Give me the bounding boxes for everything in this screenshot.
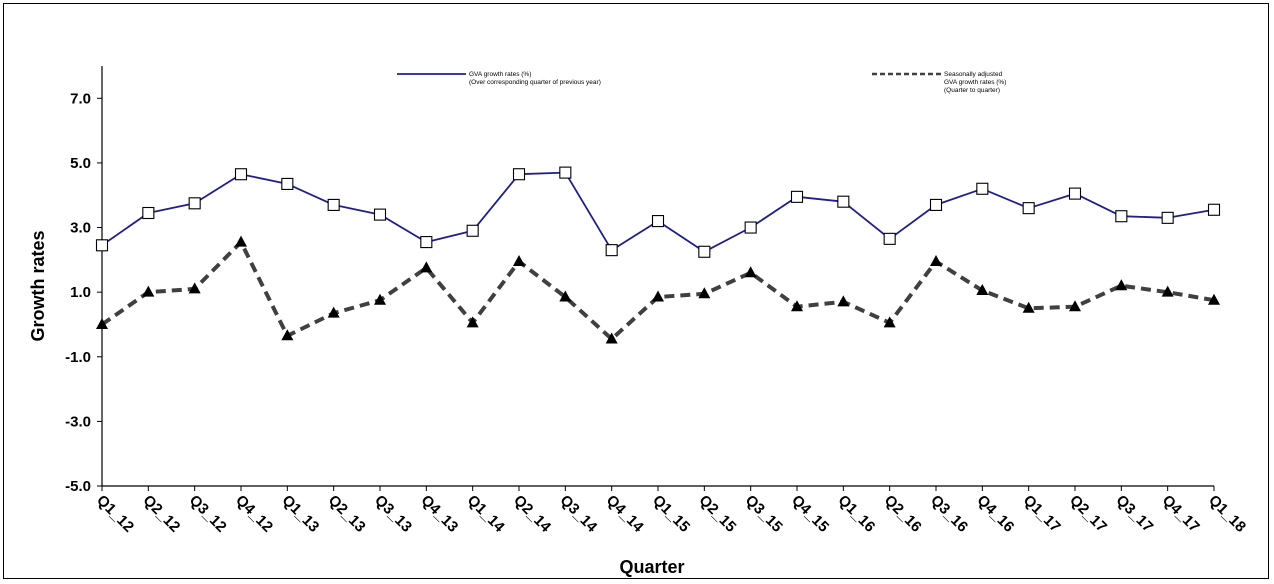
x-tick-label: Q3_15 bbox=[742, 492, 786, 536]
data-point-square bbox=[1161, 211, 1174, 224]
data-point-square bbox=[327, 198, 340, 211]
line-chart: -5.0 -3.0 -1.0 1.0 3.0 5.0 7.0 Q1_12 Q2_12 Q3_12… bbox=[28, 66, 1249, 577]
data-point-square bbox=[1068, 187, 1082, 200]
y-axis-title: Growth rates bbox=[28, 230, 48, 341]
data-point-triangle bbox=[791, 300, 803, 312]
x-tick-label: Q2_15 bbox=[696, 492, 740, 536]
data-point-triangle bbox=[1069, 300, 1081, 312]
x-tick-label: Q3_12 bbox=[186, 492, 230, 536]
x-tick-label: Q4_14 bbox=[603, 492, 647, 536]
data-point-square bbox=[976, 182, 989, 195]
data-point-triangle bbox=[1208, 293, 1220, 305]
data-point-square bbox=[512, 168, 526, 181]
data-point-triangle bbox=[698, 287, 711, 299]
data-point-square bbox=[790, 190, 804, 203]
series-lines bbox=[100, 171, 1215, 341]
y-tick-label: 3.0 bbox=[70, 220, 91, 237]
data-point-square bbox=[883, 232, 896, 245]
data-point-square bbox=[142, 206, 155, 220]
data-point-square bbox=[466, 224, 479, 237]
x-tick-label: Q4_13 bbox=[418, 492, 462, 536]
data-point-triangle bbox=[976, 284, 989, 296]
x-tick-label: Q4_15 bbox=[788, 492, 832, 536]
data-point-triangle bbox=[652, 290, 664, 302]
data-point-triangle bbox=[281, 329, 294, 341]
x-tick-label: Q2_14 bbox=[510, 492, 554, 536]
data-point-square bbox=[281, 177, 294, 190]
data-point-square bbox=[605, 244, 618, 257]
data-point-triangle bbox=[605, 332, 618, 344]
y-tick-label: 1.0 bbox=[70, 284, 91, 301]
x-tick-label: Q4_16 bbox=[974, 492, 1018, 536]
x-tick-label: Q2_13 bbox=[325, 492, 369, 536]
x-tick-label: Q1_18 bbox=[1205, 492, 1249, 536]
axes bbox=[97, 66, 1215, 491]
data-point-square bbox=[420, 236, 433, 249]
x-tick-label: Q1_17 bbox=[1020, 492, 1064, 536]
data-point-triangle bbox=[96, 317, 108, 329]
data-point-triangle bbox=[513, 254, 525, 266]
x-tick-label: Q4_17 bbox=[1159, 492, 1203, 536]
data-point-triangle bbox=[1161, 285, 1174, 297]
y-tick-label: 5.0 bbox=[70, 155, 91, 172]
y-tick-label: -3.0 bbox=[65, 413, 91, 430]
data-point-square bbox=[234, 168, 248, 181]
data-point-triangle bbox=[374, 293, 386, 305]
x-tick-label: Q1_12 bbox=[93, 492, 137, 536]
legend-label-series-1: GVA growth rates (%) bbox=[469, 71, 531, 78]
x-tick-labels: Q1_12 Q2_12 Q3_12 Q4_12 Q1_13 Q2_13 Q3_13 Q4_13… bbox=[93, 492, 1249, 536]
y-tick-label: -5.0 bbox=[65, 478, 91, 495]
legend-label-series-1-line2: (Over corresponding quarter of previous … bbox=[469, 79, 601, 86]
chart-frame: -5.0 -3.0 -1.0 1.0 3.0 5.0 7.0 Q1_12 Q2_12 Q3_12… bbox=[3, 3, 1269, 579]
data-point-square bbox=[698, 245, 711, 258]
data-point-triangle bbox=[420, 261, 433, 273]
legend-label-series-2-line3: (Quarter to quarter) bbox=[944, 87, 1000, 94]
legend-label-series-2-line2: GVA growth rates (%) bbox=[944, 79, 1006, 86]
data-point-square bbox=[95, 239, 109, 252]
data-point-triangle bbox=[837, 295, 850, 307]
data-point-triangle bbox=[883, 316, 896, 328]
x-tick-label: Q1_16 bbox=[835, 492, 879, 536]
x-tick-label: Q2_17 bbox=[1066, 492, 1110, 536]
legend: GVA growth rates (%)(Over corresponding … bbox=[397, 71, 1006, 94]
x-tick-label: Q1_15 bbox=[649, 492, 693, 536]
data-point-triangle bbox=[142, 285, 155, 297]
data-point-triangle bbox=[1115, 279, 1128, 291]
data-point-triangle bbox=[1022, 301, 1035, 313]
data-point-square bbox=[373, 208, 387, 221]
legend-label-series-2: Seasonally adjusted bbox=[944, 71, 1003, 78]
x-tick-label: Q4_12 bbox=[232, 492, 276, 536]
data-point-square bbox=[1022, 202, 1035, 215]
x-tick-label: Q3_16 bbox=[927, 492, 971, 536]
x-tick-label: Q3_17 bbox=[1113, 492, 1157, 536]
data-point-triangle bbox=[327, 306, 340, 318]
data-point-square bbox=[837, 195, 850, 208]
x-tick-label: Q1_13 bbox=[279, 492, 323, 536]
data-point-triangle bbox=[466, 316, 479, 328]
data-point-square bbox=[188, 197, 201, 210]
series-markers bbox=[95, 166, 1221, 344]
y-tick-label: -1.0 bbox=[65, 349, 91, 366]
data-point-triangle bbox=[235, 235, 247, 247]
data-point-triangle bbox=[744, 266, 757, 278]
x-tick-label: Q2_12 bbox=[140, 492, 184, 536]
x-tick-label: Q3_14 bbox=[557, 492, 601, 536]
data-point-square bbox=[1207, 203, 1221, 216]
series-line-1 bbox=[101, 171, 1215, 253]
x-axis-title: Quarter bbox=[619, 557, 684, 577]
data-point-square bbox=[744, 221, 757, 234]
data-point-square bbox=[559, 166, 572, 179]
data-point-square bbox=[1115, 210, 1128, 223]
data-point-triangle bbox=[188, 282, 201, 294]
data-point-square bbox=[651, 215, 665, 228]
data-point-square bbox=[929, 198, 943, 211]
x-tick-label: Q2_16 bbox=[881, 492, 925, 536]
data-point-triangle bbox=[930, 254, 942, 266]
data-point-triangle bbox=[559, 290, 572, 302]
x-tick-label: Q3_13 bbox=[371, 492, 415, 536]
x-tick-label: Q1_14 bbox=[464, 492, 508, 536]
y-tick-label: 7.0 bbox=[70, 90, 91, 107]
y-tick-labels: -5.0 -3.0 -1.0 1.0 3.0 5.0 7.0 bbox=[65, 90, 91, 495]
